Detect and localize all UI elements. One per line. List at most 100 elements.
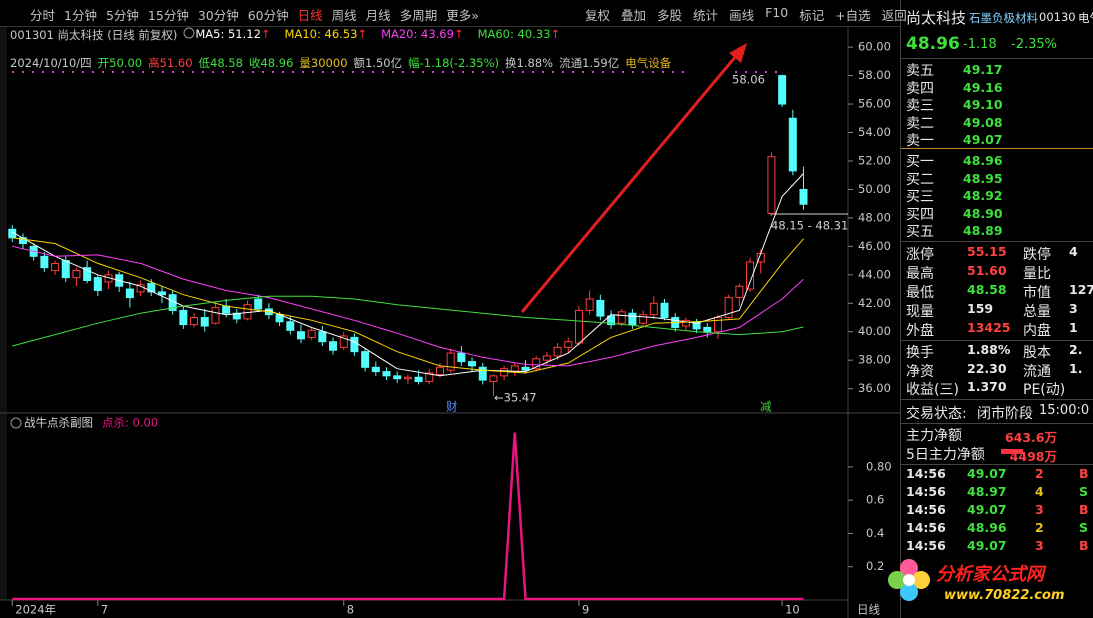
- candle-body: [222, 305, 231, 314]
- trade-price: 49.07: [967, 466, 1007, 481]
- stat-value: 22.30: [967, 360, 1007, 376]
- candle-body: [457, 352, 466, 363]
- stat-value: 55.15: [967, 244, 1007, 259]
- ask-label: 卖一: [906, 133, 934, 149]
- period-tab[interactable]: 月线: [365, 8, 391, 23]
- legend-trend: ↑: [260, 27, 271, 41]
- candle-body: [660, 302, 669, 318]
- period-tab[interactable]: 5分钟: [105, 8, 139, 23]
- candle-body: [649, 302, 658, 316]
- period-tab[interactable]: 60分钟: [247, 8, 289, 23]
- legend-icon: [183, 27, 195, 39]
- candle-body: [211, 307, 220, 324]
- candle-body: [179, 309, 188, 326]
- info-item: 收48.96: [248, 56, 294, 70]
- info-item: 幅-1.18(-2.35%): [408, 56, 500, 70]
- info-item: 电气设备: [625, 56, 672, 70]
- tool-button[interactable]: +自选: [835, 8, 871, 23]
- stat-label: 现量: [906, 304, 934, 320]
- period-tab[interactable]: 15分钟: [147, 8, 189, 23]
- tool-button[interactable]: 标记: [799, 8, 825, 23]
- candle-body: [200, 317, 209, 327]
- y-tick-label: 0.2: [866, 559, 884, 573]
- tool-button[interactable]: 复权: [585, 8, 611, 23]
- watermark-name: 分析家公式网: [936, 564, 1044, 585]
- candle-body: [51, 262, 60, 272]
- candle-body: [532, 358, 541, 370]
- candle-body: [190, 317, 199, 326]
- quote-panel: 尚太科技石墨负极材料00130电气48.96-1.18-2.35%卖五49.17…: [900, 0, 1093, 618]
- candle-body: [83, 267, 92, 282]
- trade-price: 48.96: [967, 520, 1007, 535]
- trade-side: S: [1079, 520, 1089, 535]
- x-tick-label: 2024年: [15, 603, 56, 617]
- separator: [901, 423, 1093, 424]
- stat-label: 量比: [1023, 266, 1051, 282]
- candle-body: [329, 341, 338, 351]
- period-tab[interactable]: 周线: [331, 8, 357, 23]
- candle-body: [500, 368, 509, 377]
- period-tab[interactable]: 分时: [30, 8, 56, 23]
- candle-body: [596, 299, 605, 317]
- candle-body: [254, 298, 263, 310]
- period-tab[interactable]: 多周期: [399, 8, 438, 23]
- bid-label: 买四: [906, 206, 934, 223]
- tool-button[interactable]: 画线: [729, 8, 755, 23]
- last-price: 48.96: [906, 34, 960, 54]
- stat-value: 4: [1069, 244, 1078, 259]
- candle-body: [393, 375, 402, 380]
- tool-button[interactable]: 统计: [693, 8, 719, 23]
- price-change: -1.18: [963, 37, 997, 52]
- stat-label: 净资: [906, 363, 934, 380]
- y-tick-label: 42.00: [858, 296, 891, 310]
- y-tick-label: 58.00: [858, 68, 891, 82]
- candle-body: [157, 291, 166, 296]
- y-tick-label: 44.00: [858, 267, 891, 281]
- stat-label: 收益(三): [906, 382, 959, 398]
- flow-label: 5日主力净额: [906, 447, 985, 463]
- info-item: 量30000: [299, 56, 348, 70]
- candle-body: [478, 366, 487, 381]
- status-time: 15:00:0: [1039, 403, 1090, 418]
- stock-code: 00130: [1039, 10, 1076, 24]
- bid-label: 买三: [906, 189, 934, 205]
- ask-label: 卖四: [906, 80, 934, 97]
- period-tab[interactable]: 30分钟: [197, 8, 239, 23]
- x-tick-label: 10: [785, 603, 800, 617]
- tool-button[interactable]: 叠加: [621, 8, 647, 23]
- tool-button[interactable]: F10: [765, 5, 789, 20]
- candle-body: [350, 336, 359, 353]
- bid-label: 买二: [906, 171, 934, 188]
- period-tab[interactable]: 日线: [297, 8, 323, 23]
- trade-volume: 2: [1035, 520, 1044, 535]
- period-tab[interactable]: 1分钟: [64, 8, 97, 23]
- trade-side: B: [1079, 538, 1089, 553]
- stat-value: 1.88%: [967, 342, 1011, 357]
- ma-line: [12, 237, 804, 374]
- legend-label: MA60: 40.33: [477, 27, 551, 41]
- trade-volume: 3: [1035, 502, 1044, 517]
- stat-value: 48.58: [967, 282, 1007, 297]
- sub-title: 战牛点杀副图: [24, 416, 93, 430]
- candle-body: [681, 319, 690, 327]
- trade-side: S: [1079, 484, 1089, 499]
- event-marker: 减: [760, 400, 772, 414]
- tool-button[interactable]: 多股: [657, 8, 683, 23]
- status: 闭市阶段: [977, 406, 1033, 422]
- tool-button[interactable]: 返回: [881, 8, 907, 23]
- candle-body: [40, 255, 49, 269]
- y-tick-label: 48.00: [858, 210, 891, 224]
- separator: [901, 148, 1093, 149]
- period-tab[interactable]: 更多»: [446, 8, 479, 23]
- candle-body: [361, 351, 370, 368]
- y-tick-label: 60.00: [858, 40, 891, 54]
- flow-value: 643.6万: [1004, 430, 1057, 445]
- y-tick-label: 0.4: [866, 526, 884, 540]
- y-tick-label: 0.80: [866, 459, 892, 473]
- trade-time: 14:56: [906, 502, 946, 517]
- stat-label: 市值: [1023, 285, 1051, 301]
- candle-body: [639, 314, 648, 324]
- bid-price: 48.90: [963, 205, 1003, 221]
- trade-time: 14:56: [906, 538, 946, 553]
- ask-label: 卖五: [906, 63, 934, 79]
